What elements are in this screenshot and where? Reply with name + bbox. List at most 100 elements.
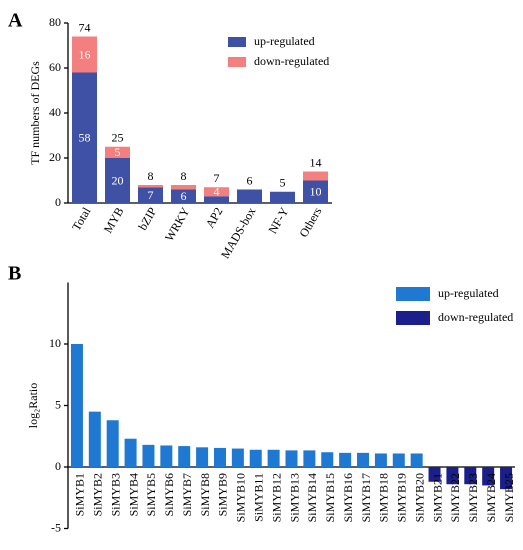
value-label: 6	[181, 189, 187, 203]
value-label: 58	[79, 131, 91, 145]
bar	[321, 452, 334, 467]
y-tick-label: 0	[55, 459, 61, 473]
bar	[105, 158, 130, 203]
x-tick-label: Total	[69, 204, 94, 233]
bar	[160, 445, 173, 467]
x-tick-label: SiMYB9	[216, 473, 230, 516]
bar	[105, 146, 130, 158]
bar	[231, 448, 244, 467]
total-label: 8	[181, 169, 187, 183]
total-label: 6	[247, 173, 253, 187]
x-tick-label: NF-Y	[265, 205, 291, 237]
legend-swatch	[228, 57, 246, 67]
x-tick-label: SiMYB3	[108, 473, 122, 516]
x-tick-label: SiMYB21	[430, 473, 444, 522]
bar	[171, 185, 196, 190]
bar	[464, 467, 477, 485]
x-tick-label: SiMYB20	[412, 473, 426, 522]
bar	[72, 72, 97, 203]
x-tick-label: SiMYB1	[73, 473, 87, 516]
x-tick-label: SiMYB6	[162, 473, 176, 516]
bar	[285, 450, 298, 467]
bar	[339, 452, 352, 467]
x-tick-label: bZIP	[135, 205, 159, 233]
y-tick-label: 10	[49, 336, 61, 350]
x-tick-label: SiMYB25	[502, 473, 516, 522]
value-label: 20	[112, 173, 124, 187]
bar	[303, 171, 328, 181]
x-tick-label: SiMYB18	[377, 473, 391, 522]
value-label: 7	[148, 188, 154, 202]
total-label: 8	[148, 169, 154, 183]
legend-swatch	[228, 37, 246, 47]
bar	[267, 449, 280, 467]
y-tick-label: 40	[49, 105, 61, 119]
y-tick-label: 20	[49, 150, 61, 164]
total-label: 74	[79, 20, 91, 34]
bar	[500, 467, 513, 490]
x-tick-label: SiMYB19	[395, 473, 409, 522]
bar	[303, 450, 316, 467]
x-tick-label: SiMYB22	[448, 473, 462, 522]
bar	[142, 444, 155, 467]
x-tick-label: SiMYB2	[91, 473, 105, 516]
bar	[204, 196, 229, 203]
x-tick-label: SiMYB4	[126, 473, 140, 516]
bar	[482, 467, 495, 486]
total-label: 7	[214, 171, 220, 185]
bar	[392, 453, 405, 467]
bar	[88, 411, 101, 467]
bar	[196, 447, 209, 467]
bar	[138, 187, 163, 203]
bar	[72, 36, 97, 73]
total-label: 14	[310, 155, 322, 169]
bar	[446, 467, 459, 485]
total-label: 5	[280, 176, 286, 190]
bar	[171, 189, 196, 203]
bar	[249, 449, 262, 467]
panel-label: A	[8, 10, 23, 32]
bar	[70, 344, 83, 467]
y-tick-label: 5	[55, 397, 61, 411]
bar	[213, 447, 226, 467]
x-tick-label: SiMYB15	[323, 473, 337, 522]
x-tick-label: Others	[296, 205, 324, 240]
y-tick-label: -5	[51, 520, 61, 534]
x-tick-label: SiMYB14	[305, 473, 319, 522]
value-label: 5	[115, 145, 121, 159]
legend-swatch	[396, 287, 430, 301]
bar	[124, 438, 137, 467]
x-tick-label: SiMYB8	[198, 473, 212, 516]
bar	[178, 446, 191, 467]
bar	[237, 189, 262, 203]
x-tick-label: SiMYB13	[287, 473, 301, 522]
y-axis-label: TF numbers of DEGs	[28, 61, 42, 165]
x-tick-label: SiMYB11	[251, 473, 265, 522]
bar	[428, 467, 441, 482]
y-tick-label: 0	[55, 195, 61, 209]
x-tick-label: SiMYB10	[234, 473, 248, 522]
legend-label: up-regulated	[254, 34, 315, 48]
x-tick-label: AP2	[203, 205, 226, 230]
y-axis-label: log₂Ratio	[26, 383, 40, 429]
y-tick-label: 80	[49, 15, 61, 29]
x-tick-label: SiMYB23	[466, 473, 480, 522]
x-tick-label: SiMYB16	[341, 473, 355, 522]
bar	[410, 453, 423, 467]
bar	[357, 452, 370, 467]
value-label: 10	[310, 185, 322, 199]
x-tick-label: WRKY	[162, 205, 193, 244]
bar	[106, 420, 119, 467]
value-label: 16	[79, 47, 91, 61]
x-tick-label: SiMYB17	[359, 473, 373, 522]
bar	[204, 187, 229, 197]
panel-label: B	[8, 263, 21, 285]
bar	[374, 453, 387, 467]
x-tick-label: SiMYB24	[484, 473, 498, 522]
x-tick-label: SiMYB7	[180, 473, 194, 516]
x-tick-label: MYB	[101, 205, 127, 236]
bar	[138, 185, 163, 188]
total-label: 25	[112, 131, 124, 145]
x-tick-label: SiMYB5	[144, 473, 158, 516]
